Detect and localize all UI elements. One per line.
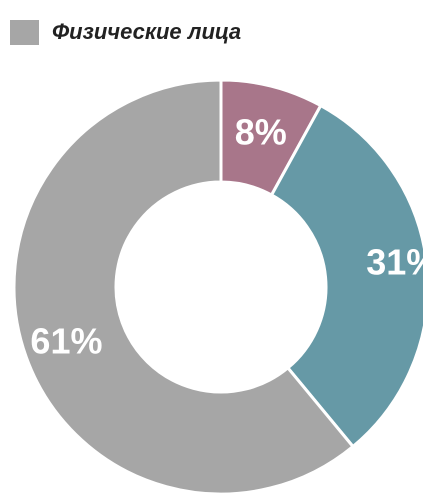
- slice-label-3: 61%: [30, 321, 102, 362]
- donut-slice-2: [270, 104, 423, 448]
- legend-label: Физические лица: [52, 19, 242, 44]
- slice-label-2: 31%: [366, 241, 423, 282]
- legend-swatch: [10, 19, 39, 45]
- slice-label-1: 8%: [235, 112, 287, 153]
- legend: Физические лица: [10, 17, 241, 47]
- donut-slice-3: [12, 78, 355, 495]
